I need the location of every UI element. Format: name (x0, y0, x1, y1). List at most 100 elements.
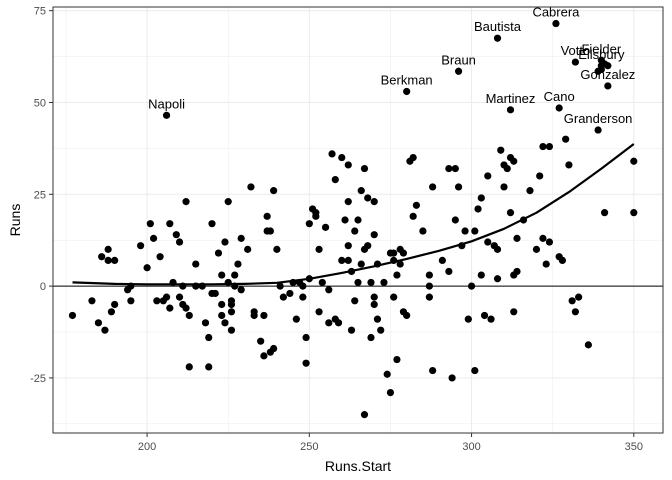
data-point (205, 363, 213, 371)
data-point (182, 198, 190, 206)
data-point (149, 234, 158, 242)
data-point (98, 253, 106, 261)
data-point (231, 271, 239, 279)
data-point (237, 234, 245, 242)
data-point (484, 172, 492, 180)
data-point (344, 198, 352, 206)
data-point (227, 308, 236, 316)
data-point (344, 256, 352, 264)
data-point (351, 297, 359, 305)
data-point (445, 164, 453, 173)
data-point (292, 315, 300, 323)
data-point (412, 201, 421, 209)
data-point (338, 153, 346, 162)
point-label-ellsbury: Ellsbury (578, 47, 625, 62)
data-point (227, 300, 236, 309)
data-point (341, 216, 349, 224)
data-point (584, 341, 592, 349)
y-axis-title: Runs (7, 204, 23, 237)
data-point (451, 216, 459, 224)
data-point (357, 260, 365, 268)
point-label-martinez: Martinez (486, 91, 536, 106)
panel-border (52, 6, 664, 434)
data-point (315, 245, 323, 253)
point-label-braun: Braun (441, 52, 476, 67)
data-point (315, 308, 323, 316)
point-label-gonzalez: Gonzalez (580, 67, 635, 82)
data-point (480, 311, 489, 320)
point-label-cabrera: Cabrera (532, 5, 580, 20)
y-tick-label: 25 (34, 189, 46, 201)
x-tick-label: 300 (462, 441, 480, 453)
x-axis-title: Runs.Start (325, 458, 391, 474)
data-point (497, 146, 505, 154)
labeled-data-point (604, 82, 612, 90)
data-point (127, 297, 135, 305)
data-point (503, 164, 511, 173)
x-tick-label: 350 (625, 441, 643, 453)
point-label-fielder: Fielder (581, 41, 621, 56)
data-point (328, 150, 336, 158)
data-point (101, 326, 109, 334)
data-point (214, 249, 223, 257)
data-point (357, 187, 365, 195)
data-point (364, 194, 372, 202)
data-point (370, 198, 378, 206)
data-point (312, 212, 320, 220)
data-point (513, 267, 521, 276)
data-point (166, 220, 174, 228)
data-point (630, 157, 638, 165)
data-point (558, 256, 567, 264)
data-point (270, 344, 278, 353)
data-point (396, 260, 404, 268)
data-point (425, 293, 433, 301)
data-point (237, 286, 245, 294)
data-point (347, 326, 356, 334)
data-point (370, 300, 378, 309)
data-point (390, 293, 398, 301)
data-point (630, 209, 638, 217)
labeled-data-point (162, 111, 171, 119)
data-point (493, 245, 502, 253)
data-point (526, 187, 534, 195)
labeled-data-point (597, 62, 605, 70)
data-point (510, 308, 518, 316)
data-point (221, 319, 229, 327)
data-point (218, 271, 226, 279)
y-tick-label: -25 (30, 373, 46, 385)
data-point (137, 242, 145, 250)
data-point (305, 220, 313, 228)
data-point (325, 286, 333, 294)
data-point (377, 326, 385, 334)
data-point (166, 304, 174, 312)
labeled-data-point (493, 34, 502, 42)
data-point (536, 172, 544, 180)
data-point (224, 198, 232, 206)
y-tick-label: 0 (40, 281, 46, 293)
data-point (94, 319, 103, 327)
data-point (571, 308, 579, 316)
data-point (367, 333, 375, 342)
data-point (364, 242, 372, 250)
data-point (370, 293, 378, 301)
data-point (539, 234, 547, 242)
x-tick-label: 250 (300, 441, 318, 453)
data-point (403, 311, 411, 320)
data-point (419, 227, 427, 235)
data-point (257, 337, 265, 345)
data-point (247, 183, 255, 191)
data-point (513, 234, 521, 242)
data-point (510, 157, 518, 165)
data-point (354, 216, 362, 224)
data-point (477, 271, 485, 279)
data-point (409, 153, 417, 162)
point-label-bautista: Bautista (474, 19, 522, 34)
data-point (409, 212, 417, 220)
data-point (360, 411, 369, 419)
data-point (302, 359, 310, 367)
point-label-berkman: Berkman (381, 72, 433, 87)
data-point (604, 62, 612, 70)
data-point (205, 333, 213, 342)
data-point (474, 205, 482, 213)
